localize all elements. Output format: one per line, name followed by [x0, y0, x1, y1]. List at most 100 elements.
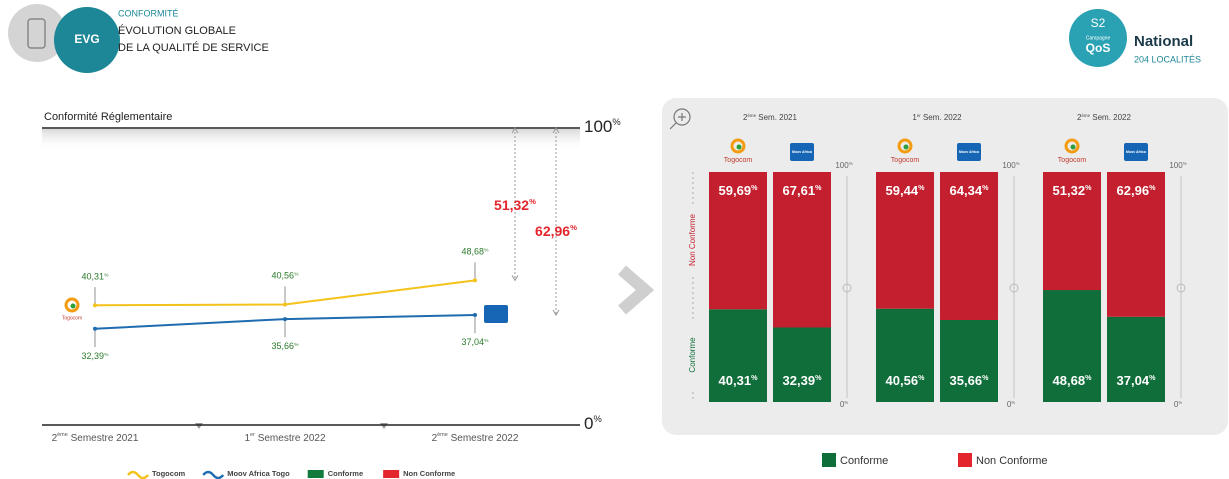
logo-text: Togocom: [1058, 157, 1087, 164]
legend-label: Moov Africa Togo: [227, 469, 290, 478]
data-label: 48,68%: [462, 247, 490, 257]
data-label: 40,31%: [82, 272, 110, 282]
bar-segment: [1043, 172, 1101, 291]
moov-logo: [957, 143, 981, 161]
group-axis-knob: [1009, 283, 1019, 293]
y-tick-label: 100%: [1169, 161, 1186, 170]
legend-label: Non Conforme: [976, 455, 1048, 467]
data-label: 37,04%: [1117, 373, 1157, 388]
legend-swatch: [822, 453, 836, 467]
legend-swatch: [127, 470, 149, 479]
bar-segment: [940, 319, 998, 402]
x-tick-label: 2ème Semestre 2021: [52, 432, 139, 443]
title-line: ÉVOLUTION GLOBALE: [118, 24, 236, 37]
point: [473, 278, 477, 283]
data-label: 40,31%: [719, 373, 759, 388]
phone-circle: [8, 4, 66, 62]
point: [473, 312, 477, 317]
bar-segment: [773, 327, 831, 402]
togocom-logo: [1064, 138, 1080, 154]
point: [283, 317, 287, 322]
bar-segment: [876, 308, 934, 402]
chart-title: Conformité Réglementaire: [44, 111, 172, 123]
logo-text: Togocom: [724, 157, 753, 164]
logo-text: Togocom: [891, 157, 920, 164]
moov-logo-text: Moov Africa: [1126, 150, 1146, 154]
y-tick-label: 0%: [840, 400, 848, 409]
side-label: Non Conforme: [688, 213, 697, 266]
data-label: 51,32%: [1053, 183, 1093, 198]
moov-logo-text: Moov Africa: [792, 150, 812, 154]
x-tick-label: 1er Semestre 2022: [244, 432, 325, 443]
legend-label: Non Conforme: [403, 469, 455, 478]
gap-label: 62,96%: [535, 223, 577, 239]
zoom-icon: [669, 113, 686, 130]
y-tick-label: 100%: [584, 117, 621, 136]
phone-icon: [27, 18, 46, 49]
data-label: 62,96%: [1117, 183, 1157, 198]
bar-segment: [1107, 316, 1165, 402]
badge-localities: 204 LOCALITÉS: [1134, 54, 1201, 64]
side-label-bg: [687, 205, 699, 275]
gap-arrow: [511, 127, 519, 282]
legend-swatch: [307, 470, 324, 478]
top-fade: [42, 129, 580, 151]
bar-segment: [876, 172, 934, 309]
data-label: 64,34%: [950, 183, 990, 198]
data-label: 59,69%: [719, 183, 759, 198]
title-line: DE LA QUALITÉ DE SERVICE: [118, 41, 269, 54]
togocom-logo: [897, 138, 913, 154]
moov-logo-text: Moov Africa: [959, 150, 979, 154]
legend-swatch: [958, 453, 972, 467]
bar-segment: [773, 172, 831, 328]
y-tick-label: 0%: [584, 414, 602, 433]
data-label: 48,68%: [1053, 373, 1093, 388]
y-tick-label: 0%: [1174, 400, 1182, 409]
side-label-bg: [687, 320, 699, 390]
badge-semester: S2: [1091, 16, 1106, 30]
togocom-logo: [70, 303, 76, 309]
point: [93, 303, 97, 308]
legend-label: Conforme: [840, 455, 888, 467]
kicker: CONFORMITÉ: [118, 8, 179, 18]
group-axis-knob: [1176, 283, 1186, 293]
togocom-logo: [736, 144, 742, 150]
point: [283, 302, 287, 307]
point: [93, 326, 97, 331]
moov-logo: [790, 143, 814, 161]
evg-circle: [54, 7, 120, 73]
group-label: 1er Sem. 2022: [912, 113, 962, 122]
zoom-icon: [673, 108, 691, 126]
data-label: 37,04%: [462, 337, 490, 347]
bar-segment: [709, 172, 767, 310]
data-label: 59,44%: [886, 183, 926, 198]
togocom-logo: [64, 297, 80, 313]
badge-scope: National: [1134, 33, 1193, 50]
togocom-logo: [903, 144, 909, 150]
data-label: 40,56%: [886, 373, 926, 388]
data-label: 35,66%: [950, 373, 990, 388]
side-label: Conforme: [688, 337, 697, 373]
moov-logo: [484, 305, 508, 323]
legend-swatch: [202, 470, 225, 479]
data-label: 32,39%: [783, 373, 823, 388]
bar-segment: [940, 172, 998, 320]
logo-text: Togocom: [62, 315, 82, 321]
x-tick-label: 2ème Semestre 2022: [432, 432, 519, 443]
togocom-logo: [730, 138, 746, 154]
bar-segment: [1043, 290, 1101, 402]
moov-logo: [1124, 143, 1148, 161]
y-tick-label: 0%: [1007, 400, 1015, 409]
legend-label: Conforme: [328, 469, 363, 478]
data-label: 67,61%: [783, 183, 823, 198]
legend-label: Togocom: [152, 469, 186, 478]
evg-label: EVG: [74, 32, 99, 46]
data-label: 32,39%: [82, 351, 110, 361]
bar-segment: [709, 309, 767, 402]
axis-marker: [195, 423, 388, 429]
bar-segment: [1107, 172, 1165, 317]
gap-label: 51,32%: [494, 197, 536, 213]
badge-campaign: Campagne: [1086, 35, 1111, 41]
group-label: 2ème Sem. 2022: [1077, 113, 1131, 122]
